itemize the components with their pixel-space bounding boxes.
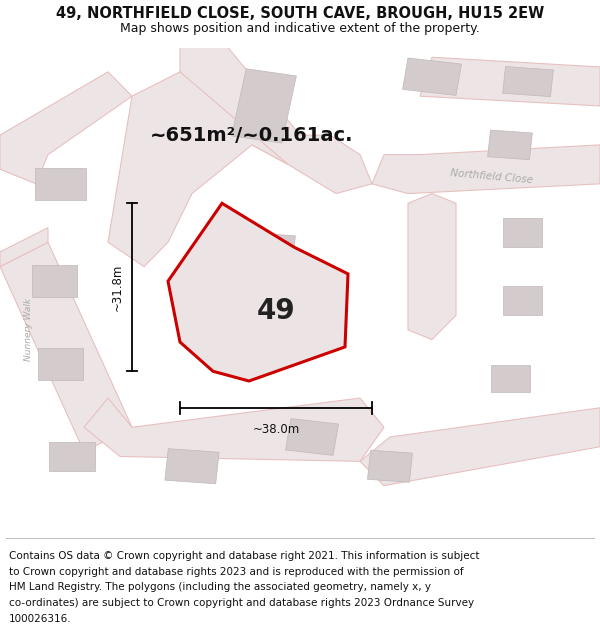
Polygon shape <box>165 449 219 484</box>
Polygon shape <box>35 168 86 199</box>
Text: 49, NORTHFIELD CLOSE, SOUTH CAVE, BROUGH, HU15 2EW: 49, NORTHFIELD CLOSE, SOUTH CAVE, BROUGH… <box>56 6 544 21</box>
Polygon shape <box>488 130 532 160</box>
Polygon shape <box>360 408 600 486</box>
Text: ~651m²/~0.161ac.: ~651m²/~0.161ac. <box>150 126 354 144</box>
Text: to Crown copyright and database rights 2023 and is reproduced with the permissio: to Crown copyright and database rights 2… <box>9 566 464 576</box>
Polygon shape <box>0 72 132 184</box>
Polygon shape <box>503 286 542 315</box>
Text: Contains OS data © Crown copyright and database right 2021. This information is : Contains OS data © Crown copyright and d… <box>9 551 479 561</box>
Polygon shape <box>420 58 600 106</box>
Polygon shape <box>37 348 83 380</box>
Text: co-ordinates) are subject to Crown copyright and database rights 2023 Ordnance S: co-ordinates) are subject to Crown copyr… <box>9 598 474 608</box>
Polygon shape <box>491 365 530 392</box>
Polygon shape <box>180 48 372 194</box>
Polygon shape <box>49 442 95 471</box>
Text: Nunnery Walk: Nunnery Walk <box>24 298 34 361</box>
Polygon shape <box>408 194 456 339</box>
Polygon shape <box>286 419 338 456</box>
Text: ~31.8m: ~31.8m <box>110 264 124 311</box>
Polygon shape <box>84 398 384 461</box>
Polygon shape <box>168 203 348 381</box>
Text: Map shows position and indicative extent of the property.: Map shows position and indicative extent… <box>120 22 480 35</box>
Polygon shape <box>233 232 295 292</box>
Text: HM Land Registry. The polygons (including the associated geometry, namely x, y: HM Land Registry. The polygons (includin… <box>9 582 431 592</box>
Text: Northfield Close: Northfield Close <box>450 168 534 185</box>
Text: ~38.0m: ~38.0m <box>253 423 299 436</box>
Polygon shape <box>32 266 77 297</box>
Polygon shape <box>0 242 132 452</box>
Text: 49: 49 <box>257 297 296 325</box>
Polygon shape <box>503 66 553 97</box>
Polygon shape <box>503 218 542 247</box>
Polygon shape <box>108 72 288 267</box>
Polygon shape <box>232 69 296 143</box>
Polygon shape <box>0 228 48 267</box>
Polygon shape <box>372 145 600 194</box>
Text: 100026316.: 100026316. <box>9 614 71 624</box>
Polygon shape <box>368 450 412 482</box>
Polygon shape <box>403 58 461 96</box>
